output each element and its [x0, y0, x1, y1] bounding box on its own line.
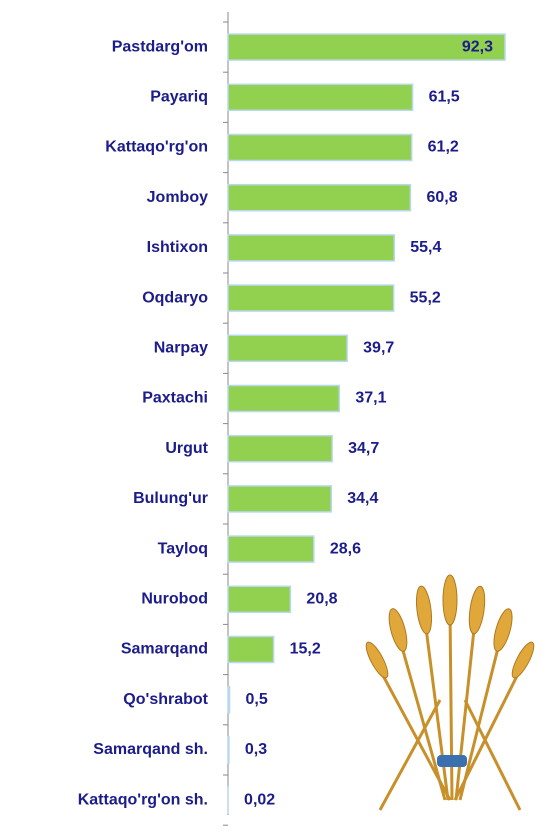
- value-label: 61,5: [429, 89, 460, 106]
- bar: [228, 486, 331, 512]
- value-label: 37,1: [355, 390, 386, 407]
- value-label: 61,2: [428, 139, 459, 156]
- value-label: 39,7: [363, 340, 394, 357]
- category-label: Samarqand: [121, 641, 208, 658]
- category-label: Oqdaryo: [142, 289, 208, 306]
- bar: [228, 536, 314, 562]
- wheat-tie: [437, 755, 467, 767]
- value-label: 15,2: [290, 641, 321, 658]
- value-label: 34,7: [348, 440, 379, 457]
- category-label: Bulung'ur: [133, 490, 208, 507]
- category-label: Samarqand sh.: [93, 741, 208, 758]
- value-label: 28,6: [330, 540, 361, 557]
- bar: [228, 386, 339, 412]
- value-label: 55,2: [410, 289, 441, 306]
- value-label: 55,4: [410, 239, 441, 256]
- category-label: Pastdarg'om: [112, 38, 208, 55]
- category-label: Narpay: [154, 340, 208, 357]
- bar: [228, 185, 410, 211]
- value-label: 92,3: [462, 38, 493, 55]
- bar: [228, 335, 347, 361]
- value-label: 20,8: [306, 591, 337, 608]
- category-label: Tayloq: [158, 540, 208, 557]
- category-label: Kattaqo'rg'on: [105, 139, 208, 156]
- category-label: Kattaqo'rg'on sh.: [78, 791, 208, 808]
- category-label: Ishtixon: [147, 239, 208, 256]
- bar: [228, 586, 290, 612]
- category-label: Jomboy: [147, 189, 208, 206]
- category-label: Nurobod: [141, 591, 208, 608]
- bar: [228, 436, 332, 462]
- bar: [228, 737, 229, 763]
- chart: Pastdarg'om 92,3 Payariq 61,5 Kattaqo'rg'on 6…: [0, 0, 542, 830]
- value-label: 0,3: [245, 741, 267, 758]
- bar: [228, 235, 394, 261]
- bar: [228, 637, 274, 663]
- value-label: 0,02: [244, 791, 275, 808]
- category-label: Qo'shrabot: [123, 691, 208, 708]
- bar: [228, 84, 413, 110]
- bar: [228, 285, 394, 311]
- wheat-illustration: [362, 575, 537, 810]
- category-label: Urgut: [165, 440, 208, 457]
- category-label: Paxtachi: [142, 390, 208, 407]
- bar: [228, 687, 230, 713]
- value-label: 60,8: [426, 189, 457, 206]
- category-label: Payariq: [150, 89, 208, 106]
- value-label: 0,5: [246, 691, 268, 708]
- bar: [228, 135, 412, 161]
- value-label: 34,4: [347, 490, 378, 507]
